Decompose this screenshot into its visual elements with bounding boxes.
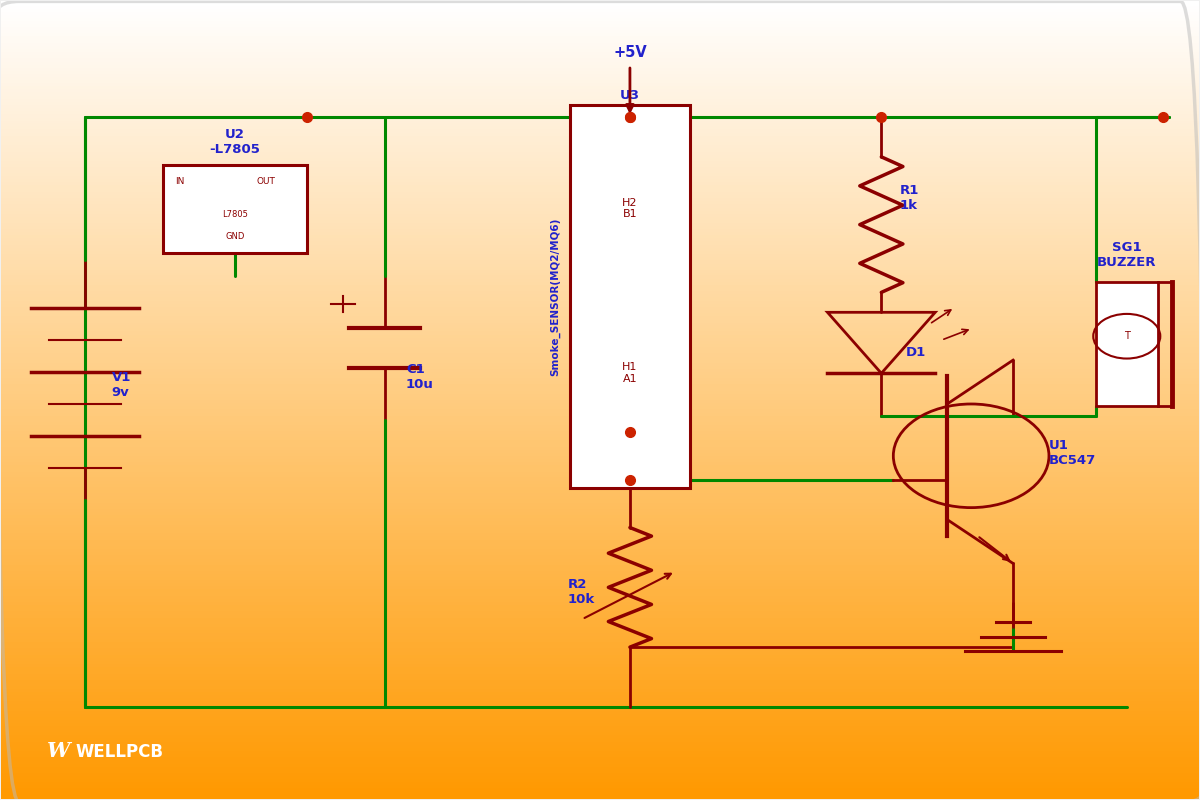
Text: R2
10k: R2 10k: [568, 578, 595, 606]
Text: SG1
BUZZER: SG1 BUZZER: [1097, 242, 1157, 270]
FancyBboxPatch shape: [570, 105, 690, 488]
Text: W: W: [47, 741, 71, 761]
Text: D1: D1: [905, 346, 925, 359]
Text: H1
A1: H1 A1: [623, 362, 637, 384]
Text: L7805: L7805: [222, 210, 247, 219]
Text: U2
-L7805: U2 -L7805: [210, 128, 260, 156]
Text: +5V: +5V: [613, 45, 647, 60]
Text: U3: U3: [620, 89, 640, 102]
Text: U1
BC547: U1 BC547: [1049, 438, 1097, 466]
Text: IN: IN: [175, 177, 185, 186]
Text: R1
1k: R1 1k: [899, 184, 919, 212]
FancyBboxPatch shape: [163, 165, 307, 253]
Text: Smoke_SENSOR(MQ2/MQ6): Smoke_SENSOR(MQ2/MQ6): [551, 217, 560, 375]
Text: C1
10u: C1 10u: [406, 363, 434, 391]
Text: WELLPCB: WELLPCB: [76, 743, 163, 761]
Text: T: T: [1124, 331, 1129, 342]
FancyBboxPatch shape: [1096, 282, 1158, 406]
Text: OUT: OUT: [257, 177, 275, 186]
Text: GND: GND: [226, 232, 245, 242]
Text: H2
B1: H2 B1: [622, 198, 637, 219]
Text: V1
9v: V1 9v: [112, 371, 131, 399]
